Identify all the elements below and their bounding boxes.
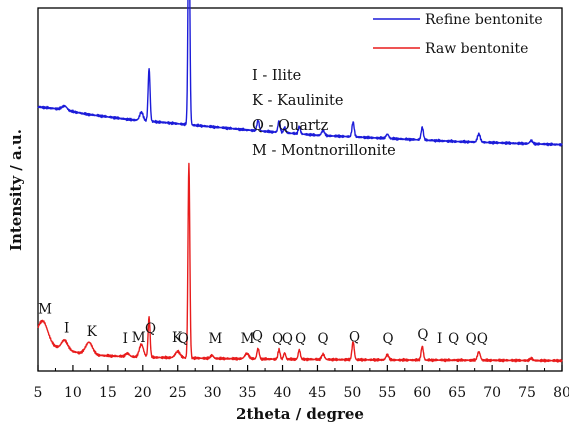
- peak-label: Q: [417, 327, 428, 343]
- legend-label-raw: Raw bentonite: [425, 41, 528, 57]
- x-tick-label: 25: [169, 385, 187, 401]
- peak-label: Q: [178, 331, 189, 347]
- x-axis-tick-labels: 5 10 15 20 25 30 35 40 45 50 55 60 65 70 75 80: [34, 385, 569, 401]
- y-axis-title: Intensity / a.u.: [7, 129, 25, 251]
- peak-label: I: [123, 331, 128, 347]
- x-tick-label: 65: [448, 385, 466, 401]
- x-tick-label: 10: [64, 385, 82, 401]
- peak-label: I: [437, 331, 442, 347]
- phase-key-quartz: Q - Quartz: [252, 118, 329, 134]
- peak-label: Q: [466, 331, 477, 347]
- legend: Refine bentonite Raw bentonite: [373, 12, 543, 57]
- x-tick-label: 30: [204, 385, 222, 401]
- peak-label: M: [241, 331, 255, 347]
- peak-label: M: [38, 302, 52, 318]
- peak-label: Q: [349, 330, 360, 346]
- peak-label: K: [87, 324, 98, 340]
- peak-label: K: [172, 330, 183, 346]
- x-tick-label: 70: [483, 385, 501, 401]
- plot-frame: [37, 7, 563, 372]
- x-tick-label: 5: [34, 385, 43, 401]
- legend-label-refine: Refine bentonite: [425, 12, 543, 28]
- peak-label: Q: [382, 331, 393, 347]
- peak-label: Q: [477, 331, 488, 347]
- x-tick-label: 50: [343, 385, 361, 401]
- x-axis-ticks: [37, 365, 563, 371]
- peak-label: M: [132, 330, 146, 346]
- phase-key-kaolinite: K - Kaulinite: [252, 93, 343, 109]
- peak-label: Q: [318, 331, 329, 347]
- x-axis-title: 2theta / degree: [236, 405, 364, 423]
- x-tick-label: 80: [553, 385, 569, 401]
- peak-label: Q: [145, 321, 156, 337]
- phase-key: I - Ilite K - Kaulinite Q - Quartz M - M…: [252, 68, 396, 159]
- x-tick-label: 20: [134, 385, 152, 401]
- series-layer: [37, 0, 563, 363]
- series-line-0: [37, 0, 563, 147]
- series-line-1: [37, 162, 563, 363]
- x-tick-label: 35: [239, 385, 257, 401]
- x-tick-label: 75: [518, 385, 536, 401]
- peak-label: Q: [295, 331, 306, 347]
- x-tick-label: 40: [274, 385, 292, 401]
- x-tick-label: 60: [413, 385, 431, 401]
- x-tick-label: 55: [378, 385, 396, 401]
- x-tick-label: 45: [309, 385, 327, 401]
- peak-label: Q: [282, 331, 293, 347]
- peak-label: Q: [448, 331, 459, 347]
- x-tick-label: 15: [99, 385, 117, 401]
- phase-key-montmorillonite: M - Montnorillonite: [252, 143, 396, 159]
- peak-label: I: [64, 321, 69, 337]
- phase-key-illite: I - Ilite: [252, 68, 301, 84]
- peak-label: Q: [252, 328, 263, 344]
- peak-label: Q: [272, 331, 283, 347]
- peak-label: M: [209, 331, 223, 347]
